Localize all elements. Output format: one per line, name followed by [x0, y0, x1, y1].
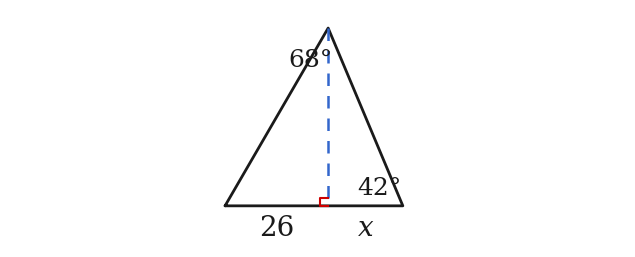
Text: 68°: 68° — [288, 49, 333, 71]
Text: 26: 26 — [259, 215, 294, 242]
Text: x: x — [358, 215, 373, 242]
Text: 42°: 42° — [358, 177, 402, 199]
